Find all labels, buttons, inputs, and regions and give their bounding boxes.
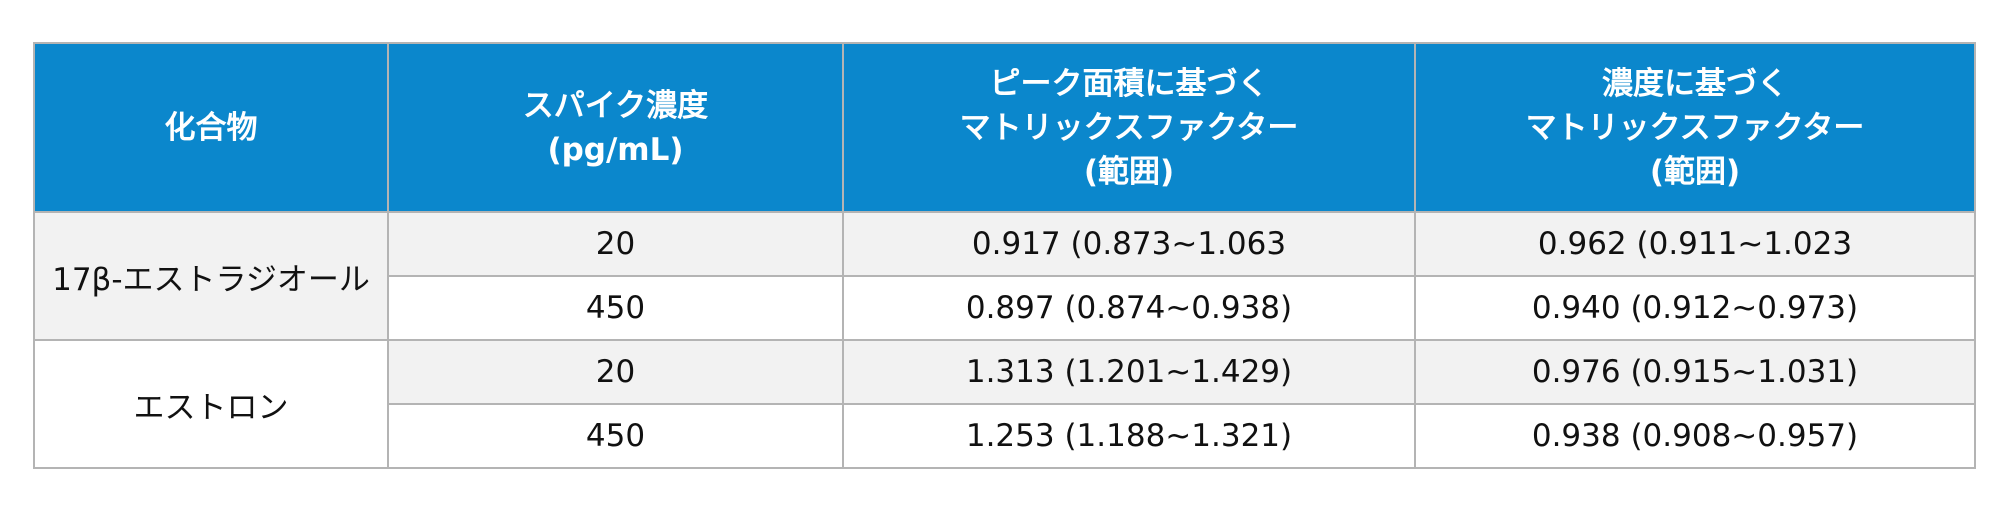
table-header-row: 化合物 スパイク濃度 (pg/mL) ピーク面積に基づく マトリックスファクター… [33,42,1976,213]
header-concentration-line-3: (範囲) [1649,153,1741,190]
concentration-mf-cell: 0.940 (0.912~0.973) [1414,275,1976,341]
header-concentration-line-2: マトリックスファクター [1525,109,1865,146]
header-compound: 化合物 [33,42,389,213]
table-row: 450 0.897 (0.874~0.938) 0.940 (0.912~0.9… [34,275,1976,341]
table-row: 450 1.253 (1.188~1.321) 0.938 (0.908~0.9… [34,403,1976,469]
header-concentration-matrix-factor: 濃度に基づく マトリックスファクター (範囲) [1414,42,1976,213]
matrix-factor-table-container: 化合物 スパイク濃度 (pg/mL) ピーク面積に基づく マトリックスファクター… [33,42,1976,469]
header-peak-area-line-1: ピーク面積に基づく [989,65,1269,102]
spike-cell: 20 [387,339,844,405]
header-concentration-line-1: 濃度に基づく [1602,65,1788,102]
peak-area-mf-cell: 0.917 (0.873~1.063 [842,211,1416,277]
concentration-mf-cell: 0.938 (0.908~0.957) [1414,403,1976,469]
header-spike-line-2: (pg/mL) [547,131,684,168]
compound-cell: 17β-エストラジオール [33,211,389,341]
peak-area-mf-cell: 1.253 (1.188~1.321) [842,403,1416,469]
peak-area-mf-cell: 1.313 (1.201~1.429) [842,339,1416,405]
matrix-factor-table: 化合物 スパイク濃度 (pg/mL) ピーク面積に基づく マトリックスファクター… [33,42,1976,469]
header-spike-concentration: スパイク濃度 (pg/mL) [387,42,844,213]
table-row: エストロン 20 1.313 (1.201~1.429) 0.976 (0.91… [33,339,1976,469]
concentration-mf-cell: 0.962 (0.911~1.023 [1414,211,1976,277]
compound-cell: エストロン [33,339,389,469]
table-row: 17β-エストラジオール 20 0.917 (0.873~1.063 0.962… [33,211,1976,341]
header-peak-area-line-2: マトリックスファクター [959,109,1299,146]
spike-cell: 450 [387,403,844,469]
header-compound-label: 化合物 [164,109,258,146]
header-spike-line-1: スパイク濃度 [522,87,709,124]
spike-cell: 450 [387,275,844,341]
header-peak-area-matrix-factor: ピーク面積に基づく マトリックスファクター (範囲) [842,42,1416,213]
concentration-mf-cell: 0.976 (0.915~1.031) [1414,339,1976,405]
peak-area-mf-cell: 0.897 (0.874~0.938) [842,275,1416,341]
header-peak-area-line-3: (範囲) [1083,153,1175,190]
spike-cell: 20 [387,211,844,277]
